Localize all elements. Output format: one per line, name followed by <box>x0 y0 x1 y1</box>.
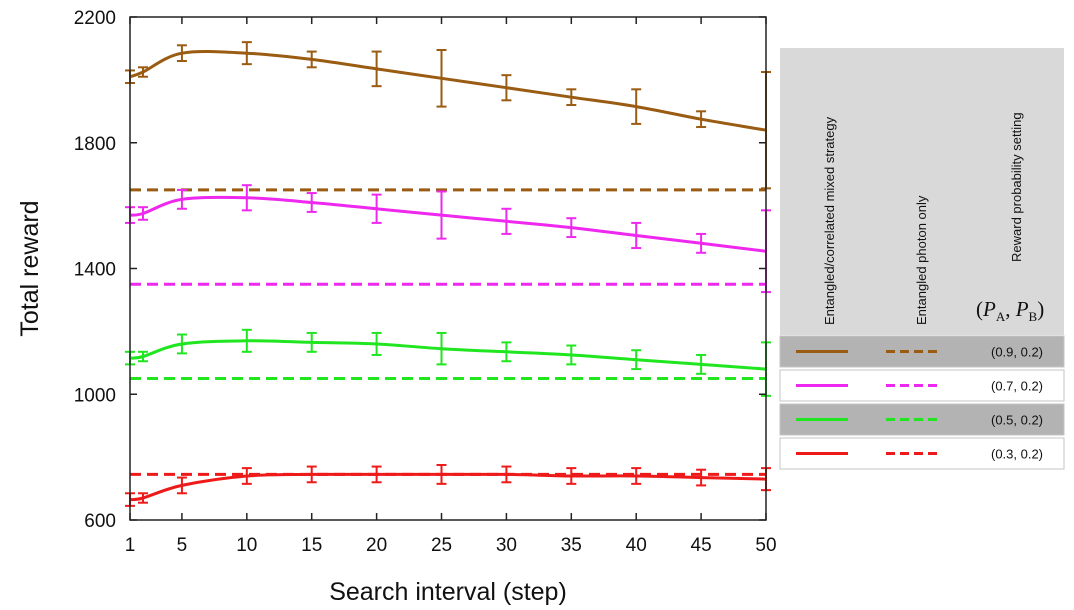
y-tick-label-1: 1000 <box>74 385 116 406</box>
x-tick-label-8: 40 <box>626 535 647 556</box>
legend-label-3: (0.3, 0.2) <box>991 447 1043 462</box>
plot-area <box>125 41 771 507</box>
x-tick-label-3: 15 <box>301 535 322 556</box>
plot-frame <box>129 16 767 521</box>
x-tick-label-7: 35 <box>561 535 582 556</box>
y-tick-label-3: 1800 <box>74 134 116 155</box>
mixed-strategy-line-0 <box>129 50 767 132</box>
y-tick-label-4: 2200 <box>74 8 116 29</box>
legend-label-2: (0.5, 0.2) <box>991 413 1043 428</box>
legend-header-photon: Entangled photon only <box>914 195 929 325</box>
symbol-p-a: P <box>982 297 996 321</box>
symbol-comma: , <box>1005 297 1016 321</box>
y-axis-title: Total reward <box>16 200 44 336</box>
y-tick-label-0: 600 <box>84 511 116 532</box>
legend-probability-symbol: (PA, PB) <box>976 297 1044 324</box>
symbol-p-b: P <box>1015 297 1029 321</box>
x-tick-label-0: 1 <box>125 535 136 556</box>
x-tick-label-5: 25 <box>431 535 452 556</box>
legend-header-strategy: Entangled/correlated mixed strategy <box>822 116 837 325</box>
legend: Entangled/correlated mixed strategy Entan… <box>779 48 1065 470</box>
mixed-strategy-line-1 <box>129 195 767 253</box>
symbol-sub-b: B <box>1029 309 1038 324</box>
paren-close: ) <box>1037 297 1044 321</box>
y-tick-label-2: 1400 <box>74 260 116 281</box>
x-tick-label-9: 45 <box>691 535 712 556</box>
legend-header-box <box>780 48 1064 335</box>
x-axis-title: Search interval (step) <box>329 578 567 606</box>
x-tick-label-1: 5 <box>177 535 188 556</box>
x-tick-label-2: 10 <box>236 535 257 556</box>
legend-label-0: (0.9, 0.2) <box>991 345 1043 360</box>
mixed-strategy-line-2 <box>129 339 767 371</box>
paren-open: ( <box>976 297 983 321</box>
x-tick-label-10: 50 <box>755 535 776 556</box>
symbol-sub-a: A <box>996 309 1006 324</box>
axes: 1 5 10 15 20 25 30 35 40 45 506001000140018002200S… <box>16 8 777 606</box>
x-tick-label-6: 30 <box>496 535 517 556</box>
x-tick-label-4: 20 <box>366 535 387 556</box>
mixed-strategy-line-3 <box>129 472 767 502</box>
legend-label-1: (0.7, 0.2) <box>991 379 1043 394</box>
legend-header-setting: Reward probability setting <box>1009 112 1024 262</box>
